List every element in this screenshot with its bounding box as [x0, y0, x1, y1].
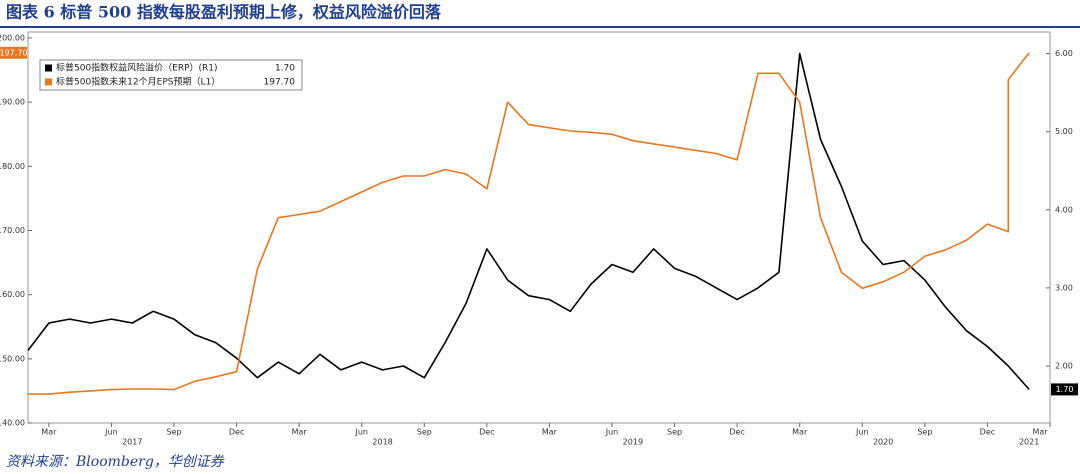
x-year-label: 2019: [623, 438, 643, 447]
legend-label: 标普500指数权益风险溢价（ERP）(R1): [56, 62, 218, 74]
y-tick-label: 140.00: [0, 419, 25, 428]
x-tick-label: Sep: [667, 428, 682, 437]
legend-value: 197.70: [264, 78, 296, 88]
x-tick-label: Sep: [417, 428, 432, 437]
legend-label: 标普500指数未来12个月EPS预期（L1）: [56, 76, 220, 88]
x-tick-label: Jun: [354, 428, 368, 437]
x-tick-label: Mar: [542, 428, 558, 437]
x-tick-label: Mar: [792, 428, 808, 437]
x-tick-label: Sep: [917, 428, 932, 437]
chart-title: 图表 6 标普 500 指数每股盈利预期上修，权益风险溢价回落: [6, 3, 442, 22]
last-value-tag: [1051, 383, 1078, 396]
y-tick-label: 200.00: [0, 34, 25, 43]
x-tick-label: Dec: [980, 428, 995, 437]
y-tick-label: 160.00: [0, 290, 25, 299]
y2-tick-label: 5.00: [1055, 127, 1073, 136]
plot-frame: [27, 31, 1051, 424]
x-year-label: 2018: [372, 438, 392, 447]
x-year-label: 2021: [1019, 438, 1039, 447]
x-tick-label: Dec: [729, 428, 744, 437]
source: 资料来源：Bloomberg，华创证券: [6, 454, 225, 470]
last-value-label: 197.70: [0, 48, 28, 57]
x-tick-label: Mar: [292, 428, 308, 437]
x-tick-label: Dec: [229, 428, 244, 437]
last-value-label: 1.70: [1056, 385, 1074, 394]
legend-box: [39, 59, 303, 91]
x-tick-label: Jun: [855, 428, 869, 437]
last-value-tag: [0, 46, 27, 59]
y-tick-label: 150.00: [0, 354, 25, 363]
x-tick-label: Jun: [605, 428, 619, 437]
x-tick-label: Jun: [104, 428, 118, 437]
x-tick-label: Dec: [479, 428, 494, 437]
x-year-label: 2020: [873, 438, 893, 447]
y-tick-label: 180.00: [0, 162, 25, 171]
y2-tick-label: 3.00: [1055, 283, 1073, 292]
legend-swatch: [45, 78, 52, 86]
x-year-label: 2017: [122, 438, 142, 447]
legend-swatch: [45, 64, 52, 72]
y-tick-label: 190.00: [0, 98, 25, 107]
series-line: [27, 52, 1030, 390]
series-line: [28, 52, 1030, 395]
y2-tick-label: 4.00: [1055, 205, 1073, 214]
x-tick-label: Mar: [1032, 428, 1048, 437]
legend-value: 1.70: [275, 64, 295, 74]
x-tick-label: Mar: [41, 428, 57, 437]
x-tick-label: Sep: [166, 428, 181, 437]
y-tick-label: 170.00: [0, 226, 25, 235]
y2-tick-label: 2.00: [1055, 361, 1073, 370]
y2-tick-label: 6.00: [1055, 49, 1073, 58]
